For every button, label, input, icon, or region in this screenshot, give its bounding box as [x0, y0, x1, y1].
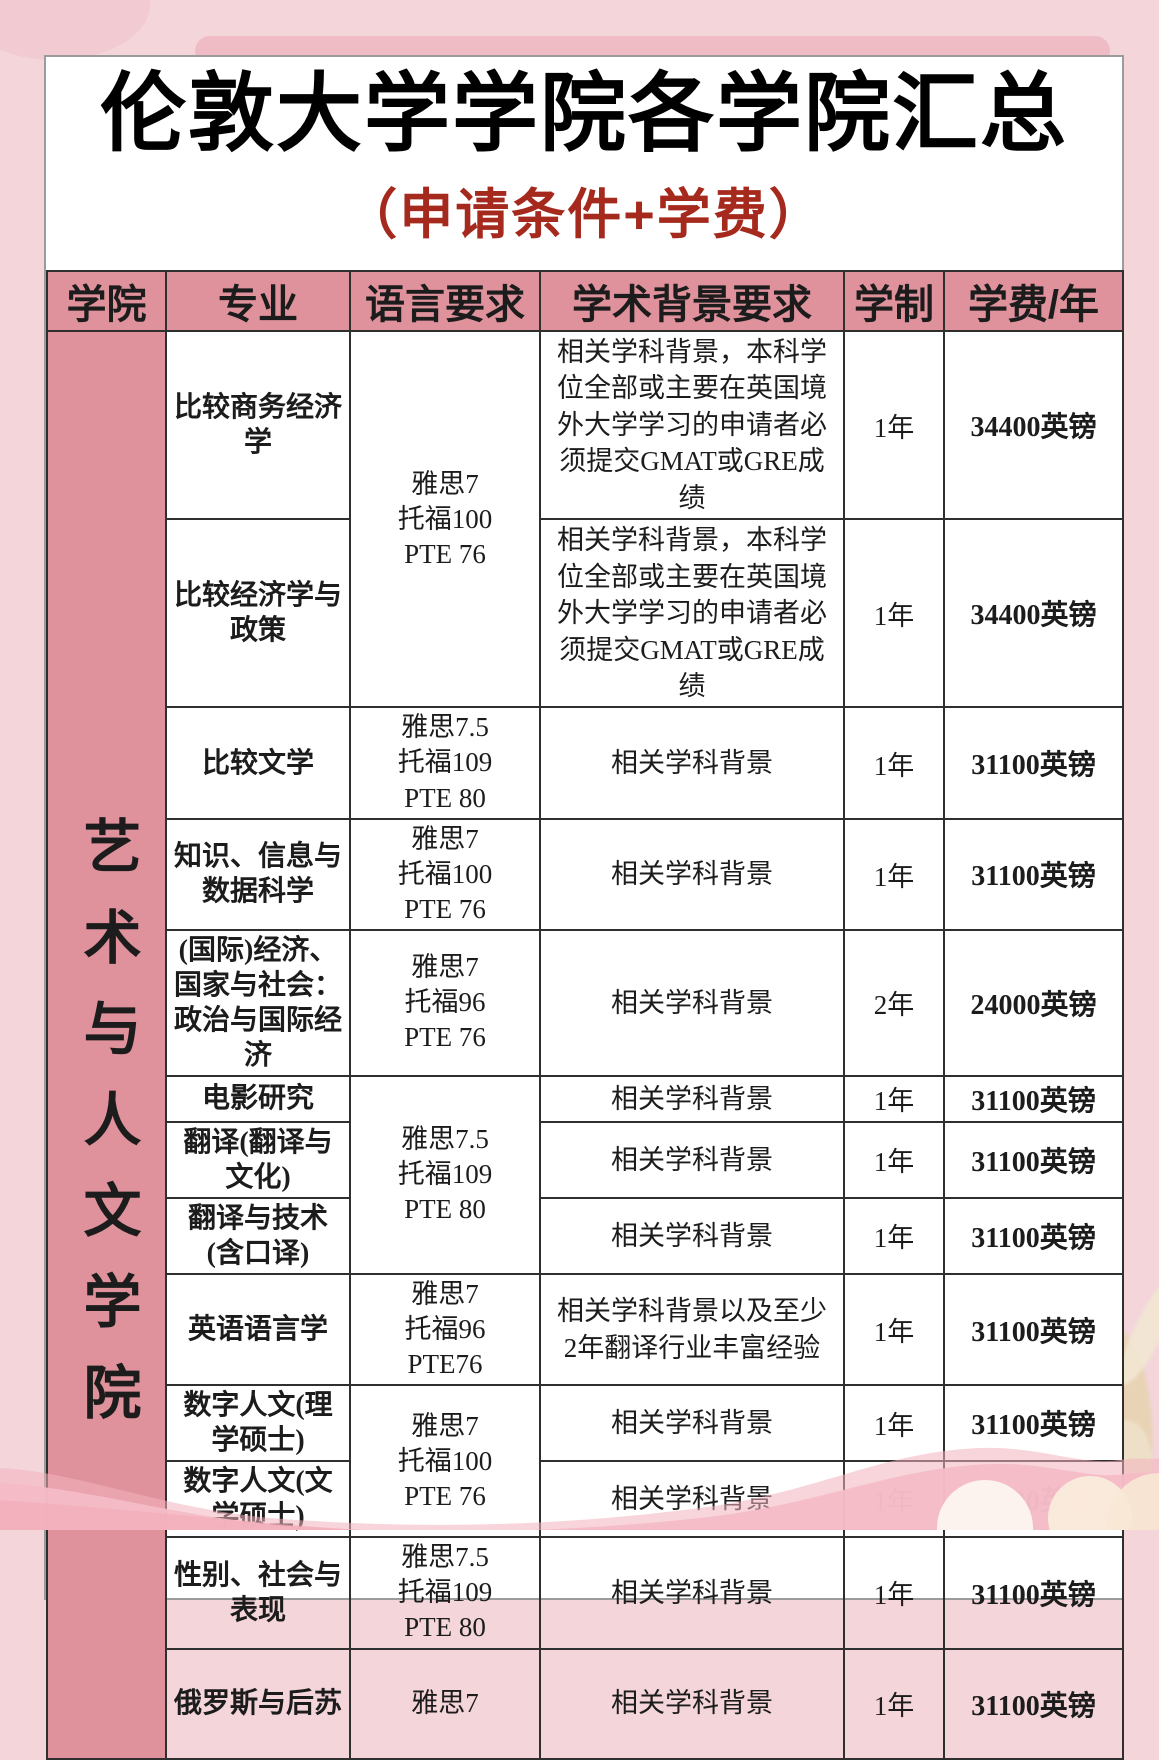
duration-cell: 1年 [843, 1384, 945, 1463]
duration-cell: 1年 [843, 329, 945, 521]
academic-cell: 相关学科背景 [539, 928, 845, 1077]
academic-cell: 相关学科背景 [539, 817, 845, 931]
duration-cell: 2年 [843, 928, 945, 1077]
page-subtitle: （申请条件+学费） [343, 184, 825, 245]
language-cell: 雅思7 托福96 PTE76 [349, 1272, 541, 1387]
language-cell: 雅思7 托福96 PTE 76 [349, 928, 541, 1077]
tuition-cell: 31100英镑 [943, 706, 1124, 820]
language-cell: 雅思7 [349, 1647, 541, 1760]
table-row: 比较文学 雅思7.5 托福109 PTE 80 相关学科背景 1年 31100英… [47, 706, 1124, 820]
table-row: 翻译与技术(含口译) 相关学科背景 1年 31100英镑 [47, 1196, 1124, 1275]
major-cell: 数字人文(理学硕士) [165, 1384, 351, 1463]
tuition-cell: 31100英镑 [943, 1196, 1124, 1275]
academic-cell: 相关学科背景以及至少2年翻译行业丰富经验 [539, 1272, 845, 1387]
header-major: 专业 [165, 270, 351, 332]
academic-cell: 相关学科背景 [539, 1196, 845, 1275]
major-cell: 翻译与技术(含口译) [165, 1196, 351, 1275]
language-cell: 雅思7 托福100 PTE 76 [349, 817, 541, 931]
tuition-cell: 31100英镑 [943, 1074, 1124, 1123]
major-cell: 翻译(翻译与文化) [165, 1120, 351, 1199]
duration-cell: 1年 [843, 1647, 945, 1760]
major-cell: 性别、社会与表现 [165, 1536, 351, 1650]
table-row: 知识、信息与数据科学 雅思7 托福100 PTE 76 相关学科背景 1年 31… [47, 817, 1124, 931]
academic-cell: 相关学科背景 [539, 1074, 845, 1123]
table-header-row: 学院 专业 语言要求 学术背景要求 学制 学费/年 [46, 270, 1124, 332]
tuition-cell: 34400英镑 [943, 518, 1124, 709]
header-academic: 学术背景要求 [539, 270, 845, 332]
table-row: 艺术与人文学院 比较商务经济学 雅思7 托福100 PTE 76 相关学科背景，… [46, 329, 1124, 1760]
language-cell: 雅思7.5 托福109 PTE 80 [349, 706, 541, 820]
major-cell: 俄罗斯与后苏 [165, 1647, 351, 1760]
duration-cell: 1年 [843, 1120, 945, 1199]
academic-cell: 相关学科背景 [539, 1384, 845, 1463]
academic-cell: 相关学科背景 [539, 706, 845, 820]
top-left-smudge-decoration [0, 0, 150, 60]
duration-cell: 1年 [843, 706, 945, 820]
academic-cell: 相关学科背景 [539, 1647, 845, 1760]
tuition-cell: 31100英镑 [943, 1647, 1124, 1760]
table-row: 电影研究 雅思7.5 托福109 PTE 80 相关学科背景 1年 31100英… [47, 1074, 1124, 1275]
table-row: 性别、社会与表现 雅思7.5 托福109 PTE 80 相关学科背景 1年 31… [47, 1536, 1124, 1650]
table-row: 英语语言学 雅思7 托福96 PTE76 相关学科背景以及至少2年翻译行业丰富经… [47, 1272, 1124, 1387]
tuition-cell: 31100英镑 [943, 1120, 1124, 1199]
bottom-wave-decoration [0, 1447, 1159, 1530]
duration-cell: 1年 [843, 817, 945, 931]
academic-cell: 相关学科背景 [539, 1120, 845, 1199]
tuition-cell: 31100英镑 [943, 1536, 1124, 1650]
academic-cell: 相关学科背景，本科学位全部或主要在英国境外大学学习的申请者必须提交GMAT或GR… [539, 329, 845, 521]
content-card: 伦敦大学学院各学院汇总 （申请条件+学费） 学院 专业 语言要求 学术背景要求 … [44, 55, 1124, 1760]
duration-cell: 1年 [843, 1196, 945, 1275]
major-cell: 比较经济学与政策 [165, 518, 351, 709]
major-cell: 比较商务经济学 [165, 329, 351, 521]
header-college: 学院 [46, 270, 167, 332]
language-cell: 雅思7 托福100 PTE 76 [349, 329, 541, 709]
table-row: 比较经济学与政策 相关学科背景，本科学位全部或主要在英国境外大学学习的申请者必须… [47, 518, 1124, 709]
table-row: 俄罗斯与后苏 雅思7 相关学科背景 1年 31100英镑 [47, 1647, 1124, 1760]
tuition-cell: 31100英镑 [943, 817, 1124, 931]
college-cell: 艺术与人文学院 [46, 330, 167, 1760]
college-summary-table: 学院 专业 语言要求 学术背景要求 学制 学费/年 艺术与人文学院 比较商务经济… [46, 270, 1124, 1760]
major-cell: 比较文学 [165, 706, 351, 820]
major-cell: (国际)经济、国家与社会：政治与国际经济 [165, 928, 351, 1077]
header-language: 语言要求 [349, 270, 541, 332]
language-cell: 雅思7.5 托福109 PTE 80 [349, 1074, 541, 1275]
duration-cell: 1年 [843, 518, 945, 709]
academic-cell: 相关学科背景 [539, 1536, 845, 1650]
language-cell: 雅思7.5 托福109 PTE 80 [349, 1536, 541, 1650]
tuition-cell: 34400英镑 [943, 329, 1124, 521]
duration-cell: 1年 [843, 1074, 945, 1123]
header-duration: 学制 [843, 270, 945, 332]
header-tuition: 学费/年 [943, 270, 1124, 332]
table-row: (国际)经济、国家与社会：政治与国际经济 雅思7 托福96 PTE 76 相关学… [47, 928, 1124, 1077]
college-name: 艺术与人文学院 [74, 816, 140, 1453]
duration-cell: 1年 [843, 1272, 945, 1387]
major-cell: 英语语言学 [165, 1272, 351, 1387]
major-cell: 知识、信息与数据科学 [165, 817, 351, 931]
tuition-cell: 31100英镑 [943, 1272, 1124, 1387]
duration-cell: 1年 [843, 1536, 945, 1650]
academic-cell: 相关学科背景，本科学位全部或主要在英国境外大学学习的申请者必须提交GMAT或GR… [539, 518, 845, 709]
table-row: 翻译(翻译与文化) 相关学科背景 1年 31100英镑 [47, 1120, 1124, 1199]
page-title: 伦敦大学学院各学院汇总 [100, 66, 1068, 162]
tuition-cell: 24000英镑 [943, 928, 1124, 1077]
major-cell: 电影研究 [165, 1074, 351, 1123]
